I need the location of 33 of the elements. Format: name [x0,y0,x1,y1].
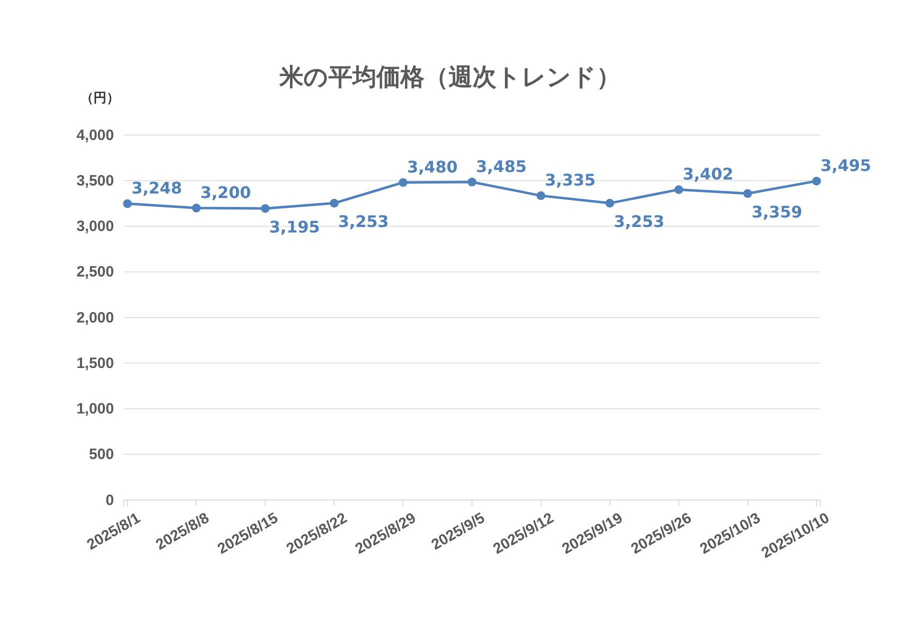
data-label: 3,335 [544,170,596,190]
point [674,185,684,194]
point [468,178,476,186]
data-label: 3,480 [407,157,458,176]
y-tick-label: 0 [106,492,114,509]
y-tick-label: 3,000 [76,218,114,236]
point [330,198,339,208]
point [812,176,821,186]
data-label: 3,495 [820,156,872,176]
y-tick-label: 3,500 [76,172,114,190]
y-tick-label: 1,000 [76,400,114,418]
data-label: 3,248 [131,178,182,198]
data-label: 3,200 [200,183,251,202]
point [398,178,408,187]
data-label: 3,253 [338,212,389,232]
point [260,204,270,213]
point [536,191,546,200]
chart-title: 米の平均価格（週次トレンド） [278,63,620,91]
y-axis-title: （円） [80,91,120,106]
data-label: 3,253 [614,212,664,232]
data-label: 3,485 [476,156,527,176]
point [123,199,132,208]
y-tick-label: 1,500 [76,354,114,372]
y-tick-label: 500 [88,446,114,464]
y-tick-label: 2,500 [76,264,114,281]
point [743,189,752,198]
data-label: 3,402 [682,164,734,184]
y-tick-label: 2,000 [76,309,114,326]
y-tick-label: 4,000 [76,126,114,144]
data-label: 3,195 [269,217,320,236]
point [192,204,201,212]
data-label: 3,359 [752,202,802,222]
point [605,198,614,208]
